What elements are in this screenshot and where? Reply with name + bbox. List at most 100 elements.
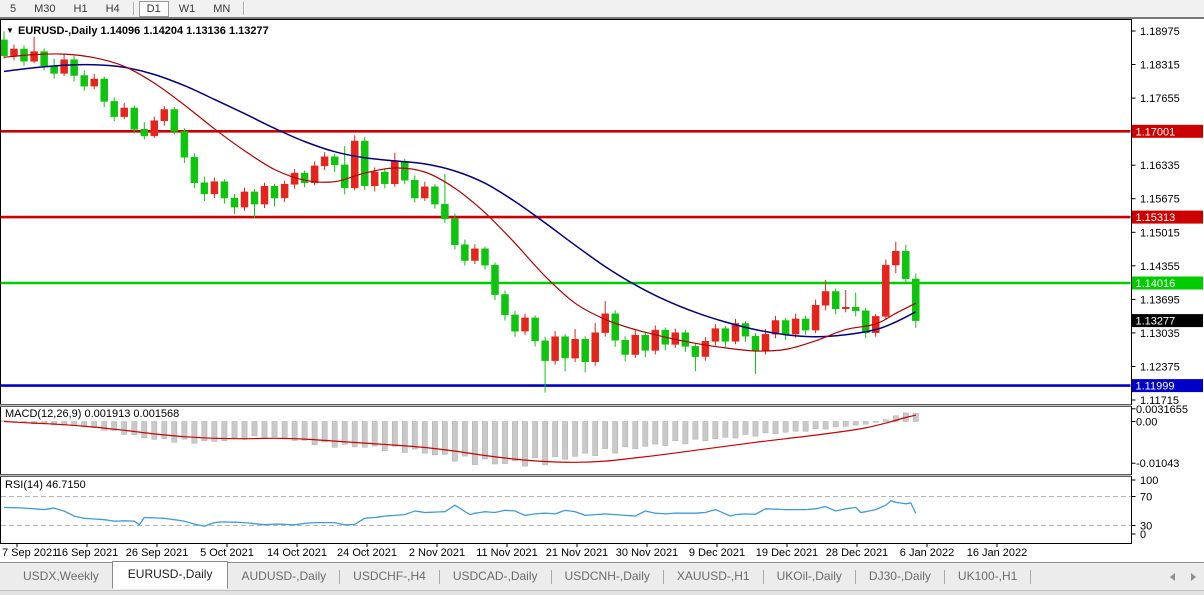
macd-histogram-bar [822, 421, 829, 430]
macd-histogram-bar [602, 421, 609, 449]
chart-tab-eurusd-daily[interactable]: EURUSD-,Daily [111, 560, 229, 589]
candle-body [541, 340, 549, 361]
candle-body [1, 39, 8, 56]
price-line-labels[interactable]: 1.17001 1.15313 1.14016 1.11999 1.13277 [1132, 124, 1203, 393]
price-tick-label: 1.11715 [1140, 395, 1179, 407]
candle-body [771, 320, 780, 335]
candle-body [641, 334, 650, 351]
timeframe-button-m30[interactable]: M30 [34, 2, 56, 15]
chart-tab-xauusd-h1[interactable]: XAUUSD-,H1 [676, 569, 750, 583]
candle-body [912, 278, 920, 321]
candle-body [701, 341, 710, 357]
tabs-scroll-left-icon[interactable] [1170, 572, 1175, 581]
chart-tab-usdchf-h4[interactable]: USDCHF-,H4 [353, 569, 426, 583]
macd-histogram-bar [542, 421, 548, 466]
candle-body [791, 318, 800, 335]
chart-tab-ukoil-daily[interactable]: UKOil-,Daily [776, 569, 842, 583]
date-tick-label: 16 Jan 2022 [967, 547, 1028, 559]
macd-histogram-bar [191, 421, 198, 444]
price-tick-label: 1.13695 [1140, 294, 1180, 306]
date-tick-label: 5 Oct 2021 [200, 547, 254, 559]
macd-histogram-bar [912, 413, 919, 422]
date-tick-label: 14 Oct 2021 [267, 547, 327, 559]
ma-fast-line [3, 53, 917, 352]
main-chart-panel[interactable] [0, 31, 1132, 393]
macd-histogram-bar [381, 421, 388, 451]
candle-body [731, 323, 740, 342]
macd-histogram-bar [421, 421, 428, 454]
candle-body [571, 339, 579, 359]
date-tick-label: 6 Jan 2022 [900, 547, 954, 559]
candle-body [801, 318, 810, 331]
macd-histogram-bar [201, 421, 208, 442]
price-tick-label: 1.12375 [1140, 362, 1180, 374]
candle-body [681, 332, 690, 347]
rsi-tick-label: 70 [1140, 492, 1152, 504]
candle-body [741, 323, 750, 337]
timeframe-button-h1[interactable]: H1 [73, 2, 88, 15]
candle-body [180, 131, 189, 158]
macd-histogram-bar [572, 421, 578, 457]
tab-separator [550, 569, 552, 584]
candle-body [320, 156, 329, 167]
chart-tab-usdcnh-daily[interactable]: USDCNH-,Daily [564, 569, 650, 583]
chart-tab-usdx-weekly[interactable]: USDX,Weekly [23, 569, 99, 583]
macd-histogram-bar [782, 421, 789, 433]
candle-body [391, 161, 399, 185]
price-chart[interactable]: 1.189751.183151.176551.169951.163351.156… [0, 19, 1204, 562]
macd-histogram-bar [221, 421, 228, 442]
date-tick-label: 28 Dec 2021 [826, 547, 888, 559]
candle-body [441, 203, 449, 220]
chart-labels: ▼ EURUSD-,Daily 1.14096 1.14204 1.13136 1… [5, 25, 269, 491]
candle-body [531, 317, 539, 342]
macd-histogram-bar [442, 421, 448, 455]
price-label-text: 1.15313 [1136, 212, 1176, 224]
timeframe-button-w1[interactable]: W1 [178, 2, 196, 15]
panel-splitter[interactable] [0, 474, 1131, 477]
panel-splitter[interactable] [0, 404, 1131, 407]
chart-area[interactable]: 1.189751.183151.176551.169951.163351.156… [0, 19, 1204, 562]
chart-tab-dj30-daily[interactable]: DJ30-,Daily [868, 569, 931, 583]
chart-tab-usdcad-daily[interactable]: USDCAD-,Daily [452, 569, 538, 583]
candle-body [501, 294, 509, 316]
candle-body [451, 218, 459, 245]
candle-body [250, 191, 259, 205]
candle-body [200, 182, 209, 195]
timeframe-button-d1[interactable]: D1 [138, 0, 169, 17]
macd-histogram-bar [261, 421, 268, 439]
timeframe-button-h4[interactable]: H4 [105, 2, 120, 15]
candle-body [761, 333, 770, 351]
macd-histogram-bar [732, 421, 739, 439]
macd-histogram-bar [211, 421, 218, 442]
macd-histogram-bar [762, 421, 769, 434]
chart-tab-uk100-h1[interactable]: UK100-,H1 [957, 569, 1018, 583]
macd-signal-line [3, 414, 916, 463]
macd-histogram-bar [652, 421, 659, 445]
macd-histogram-bar [341, 421, 348, 445]
macd-histogram-bar [632, 421, 639, 450]
symbol-dropdown-icon[interactable]: ▼ [6, 26, 14, 35]
macd-histogram-bar [51, 421, 57, 426]
date-tick-label: 16 Sep 2021 [56, 547, 118, 559]
chart-tab-audusd-daily[interactable]: AUDUSD-,Daily [241, 569, 327, 583]
candle-body [811, 304, 820, 331]
timeframe-button-5[interactable]: 5 [10, 2, 17, 15]
candle-body [270, 186, 279, 199]
macd-histogram-bar [351, 421, 358, 448]
candle-body [381, 171, 389, 184]
candle-body [350, 140, 359, 189]
candle-body [120, 107, 128, 117]
rsi-axis[interactable]: 100 70 300 [1, 475, 1158, 541]
tabs-scroll-right-icon[interactable] [1191, 572, 1196, 581]
candle-body [721, 328, 730, 342]
candle-body [411, 179, 419, 199]
candle-body [10, 48, 18, 56]
candle-body [751, 335, 760, 351]
price-label-box [1132, 276, 1203, 290]
price-tick-label: 1.16335 [1140, 160, 1180, 172]
candle-body [461, 244, 469, 261]
candle-body [711, 328, 720, 342]
timeframe-button-mn[interactable]: MN [213, 2, 231, 15]
